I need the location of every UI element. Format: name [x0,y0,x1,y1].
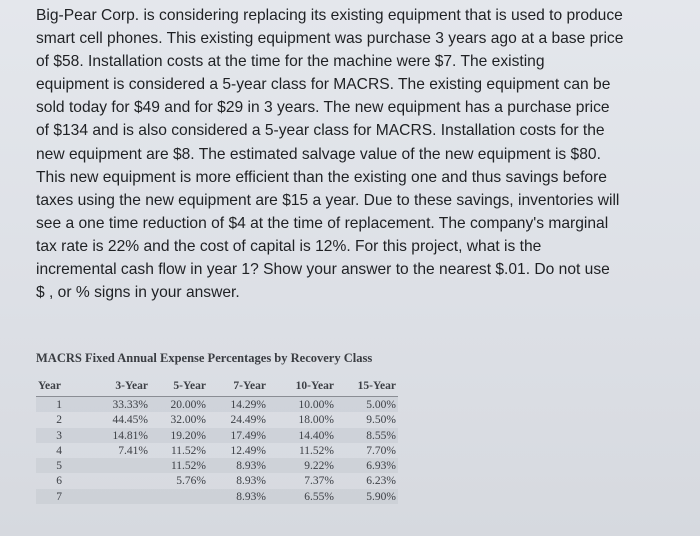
cell-year: 7 [56,490,62,503]
header-7-year: 7-Year [233,380,266,392]
cell-5-year: 32.00% [170,414,206,427]
cell-7-year: 24.49% [230,414,266,427]
question-line: Big-Pear Corp. is considering replacing … [36,7,623,24]
question-line: see a one time reduction of $4 at the ti… [36,214,609,232]
question-line: equipment is considered a 5-year class f… [36,76,611,94]
cell-year: 3 [56,429,62,442]
cell-7-year: 8.93% [236,475,266,488]
cell-5-year: 11.52% [170,460,206,473]
cell-15-year: 5.00% [366,399,396,411]
cell-year: 6 [56,475,62,488]
table-row: 3 14.81% 19.20% 17.49% 14.40% 8.55% [36,427,398,443]
macrs-table-body: 1 33.33% 20.00% 14.29% 10.00% 5.00% 2 44.45% 32.… [36,397,398,505]
cell-year: 1 [56,399,62,411]
cell-10-year: 14.40% [298,429,334,442]
cell-7-year: 8.93% [236,460,266,473]
cell-5-year: 11.52% [170,444,206,457]
table-row: 1 33.33% 20.00% 14.29% 10.00% 5.00% [36,397,398,413]
table-row: 7 8.93% 6.55% 5.90% [36,488,398,505]
cell-10-year: 10.00% [298,399,334,411]
header-3-year: 3-Year [115,380,148,392]
question-line: tax rate is 22% and the cost of capital … [36,237,542,255]
cell-year: 5 [56,460,62,473]
cell-7-year: 8.93% [236,490,266,503]
cell-15-year: 6.93% [366,460,396,473]
question-text: Big-Pear Corp. is considering replacing … [36,4,686,304]
question-line: taxes using the new equipment are $15 a … [36,191,620,209]
question-line: sold today for $49 and for $29 in 3 year… [36,99,610,117]
cell-3-year: 14.81% [112,429,148,442]
cell-7-year: 12.49% [230,444,266,457]
cell-3-year: 7.41% [118,444,148,457]
question-line: of $58. Installation costs at the time f… [36,53,545,71]
question-line: This new equipment is more efficient tha… [36,168,607,186]
header-15-year: 15-Year [357,380,396,392]
cell-15-year: 5.90% [366,490,396,503]
question-line: new equipment are $8. The estimated salv… [36,145,601,163]
cell-10-year: 9.22% [304,460,334,473]
question-line: incremental cash flow in year 1? Show yo… [36,261,610,279]
macrs-table-title: MACRS Fixed Annual Expense Percentages b… [36,351,373,365]
question-line: smart cell phones. This existing equipme… [36,30,624,48]
cell-3-year: 44.45% [112,414,148,427]
header-5-year: 5-Year [173,380,206,392]
cell-15-year: 9.50% [366,414,396,427]
table-row: 5 11.52% 8.93% 9.22% 6.93% [36,458,398,474]
cell-7-year: 17.49% [230,429,266,442]
cell-3-year: 33.33% [112,399,148,411]
cell-10-year: 6.55% [304,490,334,503]
table-row: 2 44.45% 32.00% 24.49% 18.00% 9.50% [36,412,398,427]
cell-10-year: 7.37% [304,475,334,488]
cell-15-year: 6.23% [366,475,396,488]
cell-year: 4 [56,444,62,457]
header-year: Year [38,380,61,392]
table-row: 4 7.41% 11.52% 12.49% 11.52% 7.70% [36,443,398,458]
header-10-year: 10-Year [295,380,334,392]
cell-5-year: 19.20% [170,429,206,442]
cell-5-year: 5.76% [176,475,206,488]
question-line: $ , or % signs in your answer. [36,284,240,302]
cell-15-year: 8.55% [366,429,396,442]
question-line: of $134 and is also considered a 5-year … [36,122,605,140]
cell-year: 2 [56,414,62,427]
macrs-table: Year 3-Year 5-Year 7-Year 10-Year 15-Yea… [36,378,398,505]
cell-10-year: 18.00% [298,414,334,427]
cell-5-year: 20.00% [170,399,206,411]
cell-10-year: 11.52% [298,444,334,457]
cell-7-year: 14.29% [230,399,266,411]
table-row: 6 5.76% 8.93% 7.37% 6.23% [36,473,398,488]
cell-15-year: 7.70% [366,444,396,457]
macrs-header-row: Year 3-Year 5-Year 7-Year 10-Year 15-Yea… [36,378,398,397]
